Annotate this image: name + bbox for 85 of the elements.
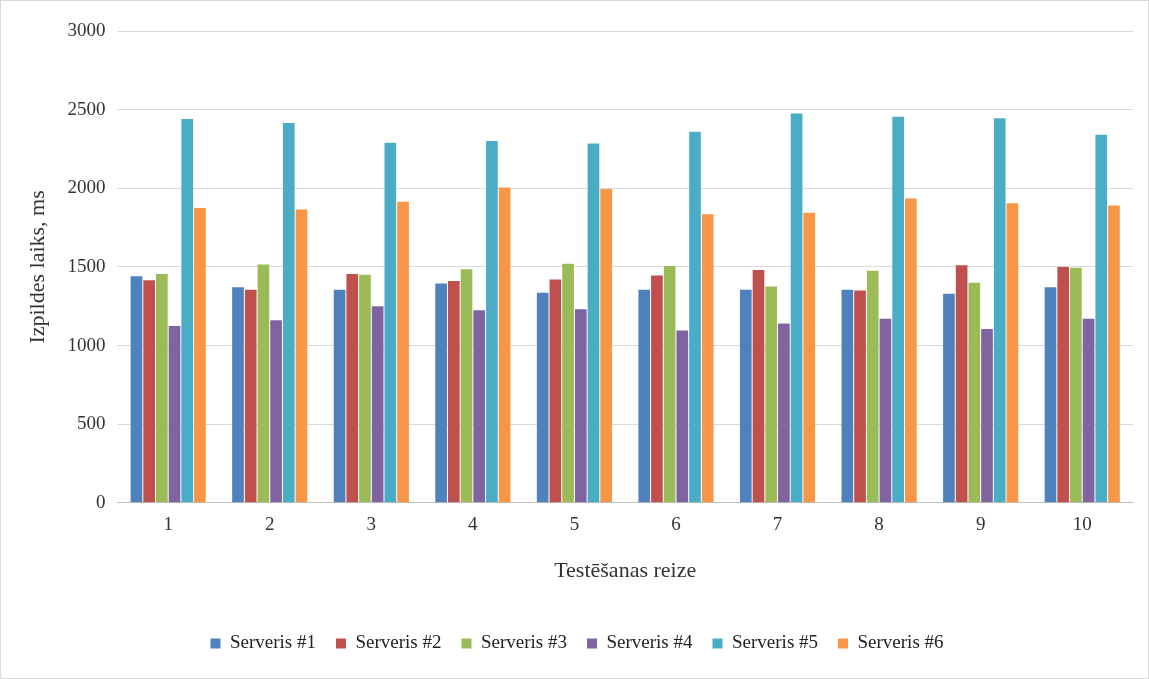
x-tick-label: 6 xyxy=(671,513,681,535)
x-tick-label: 8 xyxy=(874,513,884,535)
y-tick-label: 2000 xyxy=(67,176,106,198)
bar xyxy=(549,279,562,503)
bar xyxy=(866,270,879,503)
bar xyxy=(257,264,270,503)
bar xyxy=(282,123,295,503)
bar xyxy=(943,293,955,503)
bar xyxy=(968,282,981,503)
y-tick-label: 2500 xyxy=(67,97,106,119)
legend-label: Serveris #4 xyxy=(606,631,694,653)
bar xyxy=(1082,318,1095,503)
bar xyxy=(701,214,714,503)
bar xyxy=(765,286,778,503)
bar xyxy=(663,266,676,503)
bar xyxy=(384,142,397,503)
y-tick-label: 500 xyxy=(76,412,106,434)
bar xyxy=(486,141,498,503)
legend-label: Serveris #2 xyxy=(355,631,442,653)
bar xyxy=(562,263,574,503)
bar xyxy=(638,289,651,503)
legend-label: Serveris #6 xyxy=(857,631,944,653)
bar xyxy=(194,207,206,503)
bar xyxy=(498,187,511,503)
bar xyxy=(359,274,371,503)
bar xyxy=(435,283,447,503)
bar xyxy=(460,269,473,503)
bar xyxy=(981,329,993,503)
bar xyxy=(574,309,587,503)
y-tick-label: 1000 xyxy=(67,333,106,355)
bar xyxy=(790,113,803,503)
bar xyxy=(955,265,968,503)
bar xyxy=(892,116,904,503)
bar xyxy=(803,212,816,503)
y-tick-label: 1500 xyxy=(67,254,106,276)
x-axis-title: Testēšanas reize xyxy=(554,556,697,582)
bar xyxy=(155,273,168,503)
bar xyxy=(244,289,257,503)
bar xyxy=(473,310,486,503)
bar xyxy=(689,131,701,503)
y-axis-title: Izpildes laiks, ms xyxy=(23,190,49,344)
bar xyxy=(993,118,1006,503)
bar xyxy=(143,280,155,503)
x-tick-label: 2 xyxy=(264,513,275,535)
bar xyxy=(168,325,181,503)
bar xyxy=(1006,203,1019,503)
x-tick-label: 10 xyxy=(1072,513,1092,535)
bar xyxy=(676,330,689,503)
bar xyxy=(232,287,244,503)
x-tick-label: 9 xyxy=(975,513,986,535)
bar xyxy=(841,289,854,503)
bar xyxy=(181,119,194,503)
y-tick-label: 0 xyxy=(95,490,106,512)
bar xyxy=(346,273,359,503)
bar xyxy=(295,209,308,503)
bar xyxy=(130,276,143,503)
bar xyxy=(739,289,752,503)
legend-label: Serveris #3 xyxy=(480,631,568,653)
bar xyxy=(397,201,409,503)
x-tick-label: 7 xyxy=(772,513,783,535)
bar xyxy=(536,292,549,503)
bar xyxy=(854,290,866,503)
x-tick-label: 1 xyxy=(163,513,173,535)
x-tick-label: 3 xyxy=(366,513,377,535)
legend-label: Serveris #1 xyxy=(229,631,316,653)
bar xyxy=(600,189,612,503)
bar xyxy=(333,289,346,503)
bar xyxy=(905,198,917,503)
bar xyxy=(752,270,765,503)
bar xyxy=(587,143,600,503)
bar xyxy=(447,281,460,503)
bar xyxy=(1070,267,1082,503)
y-tick-label: 3000 xyxy=(67,18,106,40)
legend-label: Serveris #5 xyxy=(732,631,819,653)
x-tick-label: 4 xyxy=(468,513,479,535)
bar xyxy=(1057,266,1070,503)
bar xyxy=(778,323,790,503)
bar xyxy=(1108,205,1120,503)
bar xyxy=(371,306,384,503)
x-tick-label: 5 xyxy=(569,513,580,535)
bar xyxy=(879,318,892,503)
bar xyxy=(270,320,282,503)
bar xyxy=(1044,287,1057,503)
bar xyxy=(651,275,663,503)
bar xyxy=(1095,134,1108,503)
